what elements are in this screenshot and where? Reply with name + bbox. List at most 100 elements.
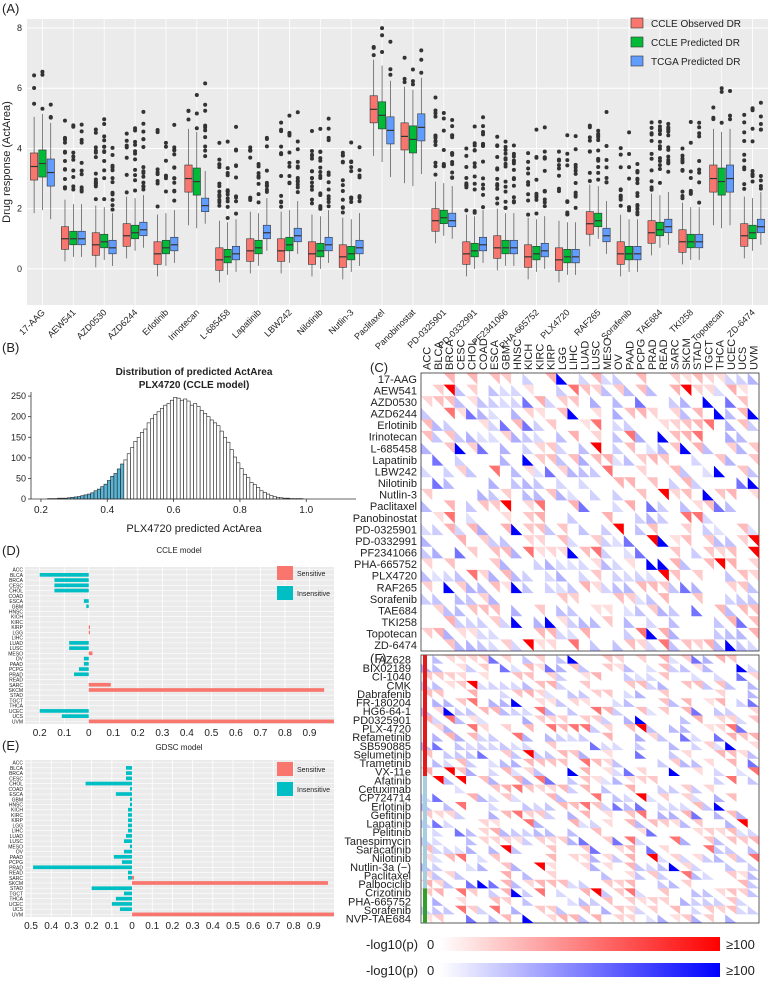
heatmap-row-label: L-685458 <box>371 443 418 455</box>
heatmap-cell-upper <box>668 569 681 582</box>
heatmap-cell-upper <box>691 500 703 512</box>
heatmap-cell-lower <box>601 801 613 811</box>
heatmap-cell-lower <box>691 581 703 594</box>
heatmap-cell-upper <box>578 758 590 768</box>
box-outlier <box>472 210 477 215</box>
heatmap-cell-upper <box>623 905 636 915</box>
heatmap-cell-lower <box>488 914 500 923</box>
heatmap-cell-lower <box>601 523 613 536</box>
ccle-legend: Sensitive Insensitive <box>277 566 330 600</box>
histogram-bar <box>259 490 264 500</box>
heatmap-cell-upper <box>747 732 759 742</box>
heatmap-column-label: HNSC <box>512 339 524 370</box>
heatmap-cell-lower <box>454 604 467 617</box>
heatmap-cell-upper <box>657 627 669 640</box>
box-outlier <box>309 149 314 154</box>
heatmap-cell-upper <box>702 836 714 846</box>
heatmap-cell-upper <box>590 442 602 455</box>
heatmap-cell-upper <box>432 879 444 889</box>
heatmap-cell-lower <box>567 558 579 570</box>
heatmap-row-label: NVP-TAE684 <box>346 914 411 926</box>
heatmap-cell-lower <box>466 914 478 923</box>
heatmap-cell-upper <box>635 827 647 837</box>
heatmap-cell-lower <box>511 862 523 872</box>
box-outlier <box>433 139 438 144</box>
heatmap-cell-lower <box>432 732 444 742</box>
heatmap-cell-lower <box>432 715 444 725</box>
heatmap-cell-upper <box>635 454 647 466</box>
heatmap-cell-lower <box>691 784 703 794</box>
box-body <box>501 239 510 255</box>
heatmap-row-label: PLX-4720 <box>362 723 411 735</box>
heatmap-cell-lower <box>612 581 624 594</box>
heatmap-column-label: PAAD <box>624 341 636 370</box>
box-outlier <box>534 155 539 160</box>
x-tick-label: 0.1 <box>57 728 71 739</box>
heatmap-cell-upper <box>747 558 759 570</box>
heatmap-cell-upper <box>713 488 726 501</box>
histogram-bar <box>229 449 234 500</box>
box-outlier <box>618 165 623 170</box>
box-outlier <box>110 168 115 173</box>
heatmap-cell-upper <box>488 604 500 617</box>
heatmap-cell-upper <box>736 384 748 397</box>
heatmap-cell-lower <box>432 593 444 605</box>
heatmap-cell-upper <box>544 373 557 385</box>
ccle-legend-label-insensitive: Insensitive <box>297 591 330 598</box>
heatmap-cell-lower <box>623 767 636 777</box>
heatmap-row-label: CI-1040 <box>372 672 411 684</box>
heatmap-cell-lower <box>635 689 647 699</box>
box-outlier <box>627 130 632 135</box>
box-outlier <box>371 53 376 58</box>
box-outlier <box>433 114 438 119</box>
gdsc-legend-swatch-sensitive <box>277 762 293 776</box>
panel-label-a: (A) <box>2 1 19 16</box>
heatmap-cell-upper <box>601 879 613 889</box>
box-outlier <box>758 174 763 179</box>
box-body <box>285 236 294 252</box>
box-outlier <box>697 170 702 175</box>
heatmap-cell-lower <box>499 535 512 547</box>
heatmap-cell-lower <box>736 442 748 455</box>
box-outlier <box>649 168 654 173</box>
heatmap-cell-upper <box>725 758 737 768</box>
box-outlier <box>357 199 362 204</box>
heatmap-cell-upper <box>680 793 692 802</box>
heatmap-cell-lower <box>691 897 703 906</box>
heatmap-cell-upper <box>499 767 512 777</box>
heatmap-cell-upper <box>702 639 714 651</box>
box-outlier <box>163 140 168 145</box>
heatmap-cell-upper <box>657 454 669 466</box>
heatmap-cell-upper <box>511 810 523 820</box>
x-tick-label: AZD6244 <box>106 307 140 341</box>
x-tick-label: Erlotinib <box>140 307 170 337</box>
box-outlier <box>635 181 640 186</box>
heatmap-cell-lower <box>511 888 523 898</box>
box-outlier <box>110 145 115 150</box>
box-outlier <box>155 167 160 172</box>
heatmap-cell-lower <box>443 819 455 828</box>
heatmap-cell-lower <box>736 810 748 820</box>
box-outlier <box>573 168 578 173</box>
heatmap-cell-lower <box>702 897 714 906</box>
heatmap-row-label: Lapatinib <box>372 455 417 467</box>
heatmap-cell-upper <box>702 419 714 431</box>
heatmap-cell-lower <box>691 706 703 716</box>
heatmap-cell-upper <box>499 888 512 898</box>
heatmap-row-label: VX-11e <box>375 767 411 779</box>
heatmap-cell-upper <box>668 758 681 768</box>
heatmap-cell-upper <box>668 419 681 431</box>
heatmap-cell-upper <box>488 905 500 915</box>
box-outlier <box>464 183 469 188</box>
box-outlier <box>264 189 269 194</box>
x-tick-label: AEW541 <box>46 307 78 339</box>
box-outlier <box>79 185 84 190</box>
heatmap-cell-upper <box>432 776 444 785</box>
heatmap-cell-lower <box>578 558 590 570</box>
heatmap-cell-lower <box>421 442 433 455</box>
heatmap-cell-lower <box>702 680 714 690</box>
heatmap-cell-lower <box>477 616 489 628</box>
box-outlier <box>203 144 208 149</box>
heatmap-cell-lower <box>556 655 568 664</box>
heatmap-cell-upper <box>747 836 759 846</box>
